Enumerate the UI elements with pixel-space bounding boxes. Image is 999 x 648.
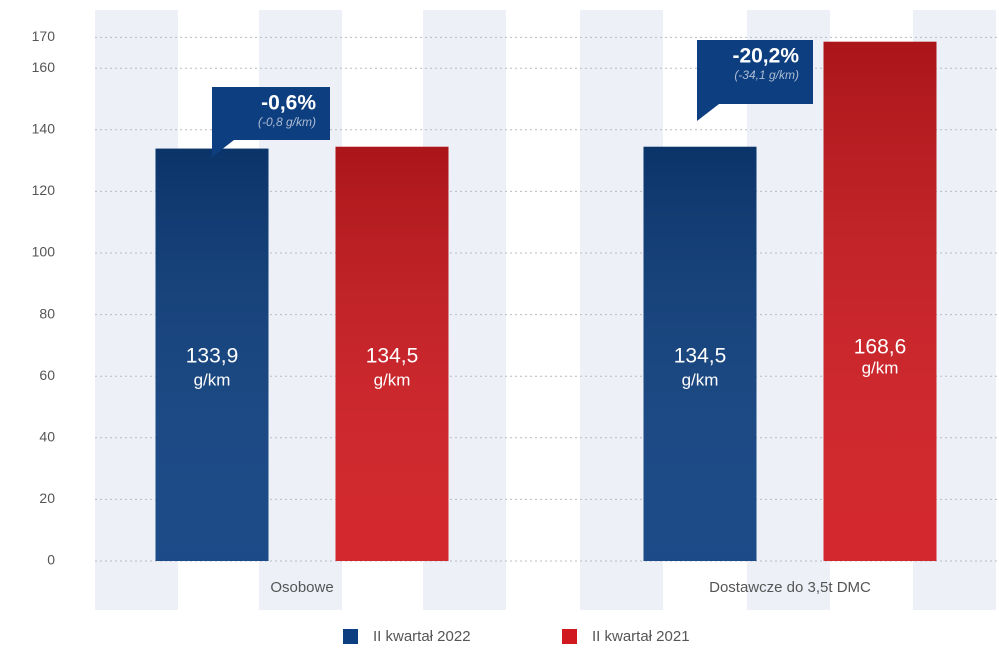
y-tick-label: 20	[39, 490, 55, 506]
y-tick-label: 80	[39, 305, 55, 321]
legend-swatch	[343, 629, 358, 644]
y-tick-label: 160	[32, 59, 56, 75]
value-label: 133,9	[186, 345, 239, 368]
bar-shade	[823, 41, 937, 562]
callout-box	[697, 40, 813, 121]
x-tick-label: Dostawcze do 3,5t DMC	[709, 579, 871, 596]
bar-shade	[155, 148, 269, 561]
callout-detail: (-0,8 g/km)	[258, 115, 316, 129]
y-tick-label: 140	[32, 121, 56, 137]
legend-label: II kwartał 2022	[373, 628, 471, 645]
callout-value: -20,2%	[732, 45, 799, 68]
callout-box	[212, 87, 330, 157]
value-label: 134,5	[674, 345, 727, 368]
y-tick-label: 120	[32, 182, 56, 198]
bar-shade	[643, 146, 757, 562]
y-tick-label: 100	[32, 244, 56, 260]
value-label: 168,6	[854, 336, 907, 359]
y-tick-label: 0	[47, 552, 55, 568]
legend-label: II kwartał 2021	[592, 628, 690, 645]
y-tick-label: 60	[39, 367, 55, 383]
value-unit: g/km	[194, 370, 231, 389]
value-unit: g/km	[682, 370, 719, 389]
y-tick-label: 40	[39, 429, 55, 445]
callout-detail: (-34,1 g/km)	[734, 68, 799, 82]
bar-shade	[335, 146, 449, 562]
value-label: 134,5	[366, 345, 419, 368]
x-tick-label: Osobowe	[270, 579, 333, 596]
value-unit: g/km	[374, 370, 411, 389]
callout-value: -0,6%	[261, 92, 316, 115]
value-unit: g/km	[862, 358, 899, 377]
legend-swatch	[562, 629, 577, 644]
background-band	[747, 10, 830, 610]
y-tick-label: 170	[32, 28, 56, 44]
